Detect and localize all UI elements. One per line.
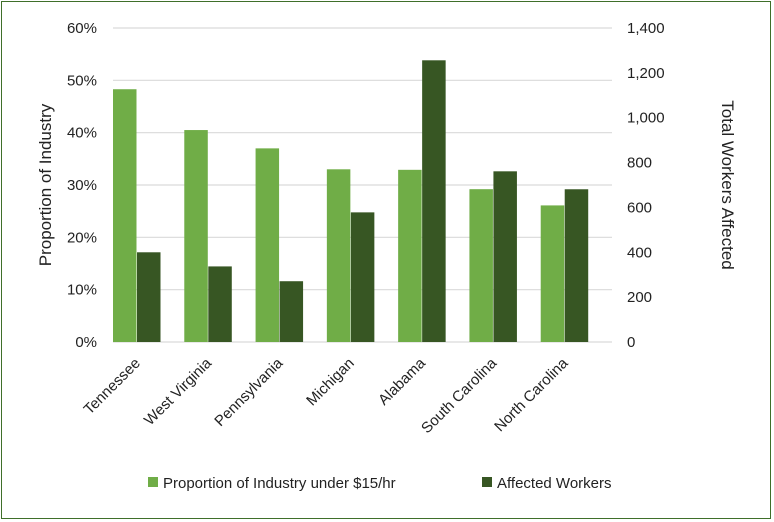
y2-tick-label: 0 — [627, 334, 635, 351]
x-tick-label: Alabama — [375, 354, 429, 408]
y-tick-label: 60% — [67, 20, 97, 37]
bar-workers — [137, 252, 161, 342]
bar-workers — [422, 60, 446, 342]
y2-axis-label: Total Workers Affected — [718, 100, 737, 269]
legend-label-workers: Affected Workers — [497, 475, 612, 492]
bar-proportion — [113, 89, 137, 342]
legend-label-proportion: Proportion of Industry under $15/hr — [163, 475, 396, 492]
y2-tick-label: 1,200 — [627, 65, 665, 82]
x-tick-label: Pennsylvania — [211, 354, 287, 430]
bar-workers — [279, 281, 304, 342]
x-tick-label: Michigan — [303, 355, 357, 409]
y-tick-label: 40% — [67, 125, 97, 142]
y2-tick-label: 1,400 — [627, 20, 665, 37]
y-tick-label: 50% — [67, 72, 97, 89]
bar-proportion — [540, 205, 565, 342]
bar-proportion — [398, 169, 422, 342]
y-tick-label: 30% — [67, 177, 97, 194]
bar-proportion — [184, 130, 208, 342]
bar-workers — [493, 171, 517, 342]
legend-swatch-proportion — [148, 477, 158, 487]
legend: Proportion of Industry under $15/hr Affe… — [148, 475, 612, 492]
legend-swatch-workers — [482, 477, 492, 487]
y-axis-label: Proportion of Industry — [36, 103, 55, 266]
y2-tick-label: 200 — [627, 289, 652, 306]
y-tick-label: 20% — [67, 229, 97, 246]
y2-tick-label: 1,000 — [627, 110, 665, 127]
x-tick-label: West Virginia — [141, 354, 216, 429]
y2-tick-label: 600 — [627, 199, 652, 216]
x-tick-label: South Carolina — [418, 354, 501, 437]
bar-proportion — [255, 148, 280, 342]
bar-proportion — [469, 189, 493, 342]
bar-workers — [564, 189, 589, 342]
y-tick-label: 10% — [67, 282, 97, 299]
y-tick-label: 0% — [75, 334, 97, 351]
bar-proportion — [326, 169, 351, 342]
y2-tick-label: 800 — [627, 155, 652, 172]
x-tick-label: Tennessee — [80, 355, 143, 418]
bar-workers — [208, 266, 232, 342]
x-tick-label: North Carolina — [491, 354, 572, 435]
y2-tick-label: 400 — [627, 244, 652, 261]
bar-workers — [350, 212, 375, 342]
